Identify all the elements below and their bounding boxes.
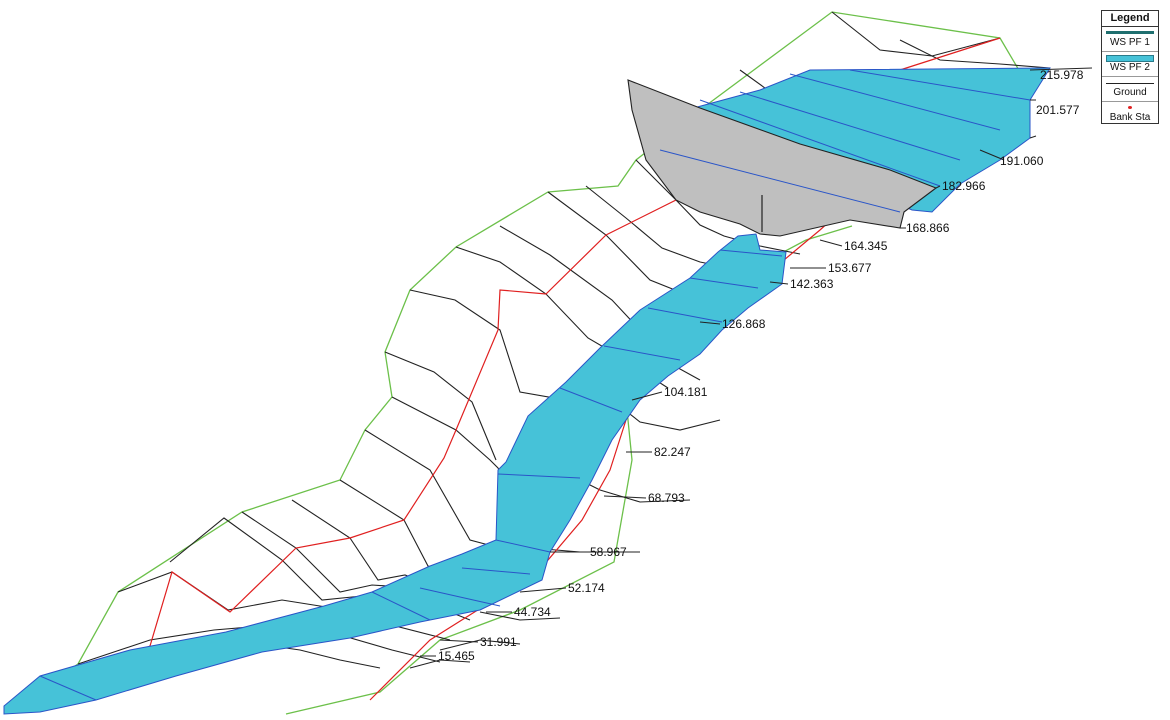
station-label: 58.967 [590, 545, 627, 559]
station-label: 82.247 [654, 445, 691, 459]
station-label: 164.345 [844, 239, 888, 253]
legend-label: Bank Sta [1109, 112, 1151, 123]
water-surface-channel [3, 233, 787, 715]
water-section-lines [39, 69, 1031, 701]
station-label: 168.866 [906, 221, 950, 235]
station-label: 191.060 [1000, 154, 1044, 168]
station-label: 31.991 [480, 635, 517, 649]
legend-label: Ground [1113, 87, 1147, 98]
station-label: 52.174 [568, 581, 605, 595]
legend-item-ws-pf1: WS PF 1 [1102, 27, 1158, 52]
station-label: 126.868 [722, 317, 766, 331]
station-label: 104.181 [664, 385, 708, 399]
bank-station-dot-icon [1128, 106, 1132, 109]
bridge-deck [627, 79, 938, 237]
station-label: 68.793 [648, 491, 685, 505]
station-label: 142.363 [790, 277, 834, 291]
legend-box: Legend WS PF 1 WS PF 2 Ground Bank Sta [1101, 10, 1159, 124]
legend-item-ws-pf2: WS PF 2 [1102, 52, 1158, 77]
legend-item-ground: Ground [1102, 77, 1158, 102]
ground-line-icon [1106, 83, 1154, 84]
legend-title: Legend [1102, 11, 1158, 27]
ws-pf2-fill-icon [1106, 55, 1154, 62]
station-label: 182.966 [942, 179, 986, 193]
legend-label: WS PF 1 [1109, 37, 1150, 48]
station-label: 215.978 [1040, 68, 1084, 82]
ws-pf1-line-icon [1106, 31, 1154, 34]
station-label: 44.734 [514, 605, 551, 619]
legend-item-bank-sta: Bank Sta [1102, 102, 1158, 126]
outer-boundary-left [3, 11, 1051, 713]
station-label: 153.677 [828, 261, 872, 275]
station-label: 15.465 [438, 649, 475, 663]
legend-label: WS PF 2 [1109, 62, 1150, 73]
station-label: 201.577 [1036, 103, 1080, 117]
station-leader-lines [420, 67, 1093, 657]
